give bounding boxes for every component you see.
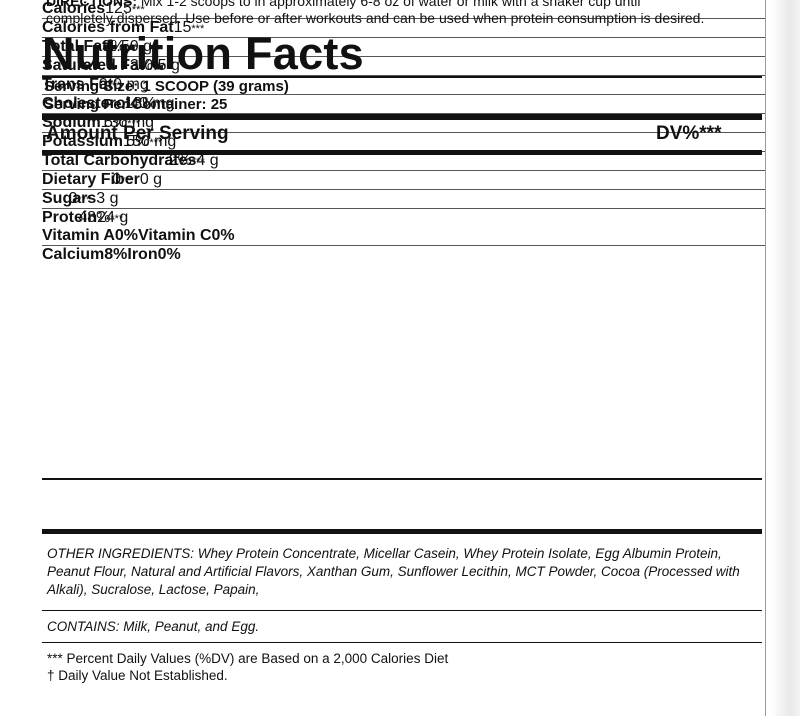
contains: CONTAINS: Milk, Peanut, and Egg. [47, 619, 260, 634]
dv-header: DV%*** [656, 123, 722, 144]
nutrient-row: Potassium150 mg5%*** [42, 132, 765, 151]
title: Nutrition Facts [42, 28, 365, 79]
other-ingredients: OTHER INGREDIENTS: Whey Protein Concentr… [47, 546, 740, 597]
nutrient-mark: *** [125, 42, 138, 54]
nutrient-mark: *** [127, 118, 141, 130]
nutrient-row: Calories125*** [42, 0, 765, 18]
nutrient-mark: *** [77, 194, 91, 206]
nutrient-mark: *** [110, 213, 124, 225]
nutrient-name: Dietary Fiber [42, 171, 140, 188]
nutrient-amount: 24 g [97, 209, 129, 226]
nutrient-row: Trans Fat0 mg 0*** [42, 75, 765, 94]
nutrient-mark: *** [152, 61, 166, 73]
rule [42, 642, 762, 643]
nutrient-name: Potassium [42, 133, 123, 150]
nutrient-mark: *** [149, 137, 163, 149]
amount-header: Amount Per Serving [46, 123, 229, 144]
servings-per-container: Serving Per Container: 25 [44, 96, 228, 113]
nutrient-name: Calories from Fat [42, 19, 174, 36]
nutrient-amount: 15 [173, 19, 192, 36]
nutrient-name: Trans Fat [42, 76, 114, 93]
rule [42, 610, 762, 611]
directions: DIRECTIONS: Mix 1-2 scoops to in approxi… [46, 0, 640, 9]
nutrient-amount: 0.5 g [144, 57, 180, 74]
directions-label: DIRECTIONS: [46, 0, 137, 9]
nutrient-amount: 125 [105, 0, 132, 17]
vitamin-value: 0% [157, 246, 181, 263]
nutrient-dv: 0 [68, 190, 78, 207]
nutrient-dv: 13% [124, 95, 157, 112]
nutrition-label: DIRECTIONS: Mix 1-2 scoops to in approxi… [42, 0, 766, 716]
serving-size: Serving Size: 1 SCOOP (39 grams) [44, 78, 289, 95]
nutrient-row: Dietary Fiber0 g 0*** [42, 170, 765, 189]
rule [42, 114, 762, 120]
directions-text: Mix 1-2 scoops to in approximately 6-8 o… [140, 0, 641, 9]
rows: Calories125*** Calories from Fat15*** Tota… [42, 0, 765, 480]
nutrient-name: Sugars [42, 190, 97, 207]
nutrient-row: Protein24 g48%*** [42, 208, 765, 227]
vitamin-row: Calcium8%Iron0% [42, 245, 765, 264]
nutrient-row: Total Fat1.50 g3%*** [42, 37, 765, 56]
rule [42, 478, 762, 480]
nutrient-amount: 0 g [139, 171, 163, 188]
nutrient-amount: 4 g [196, 152, 219, 169]
nutrient-name: Cholesterol [42, 95, 131, 112]
nutrient-dv: 3% [101, 38, 126, 55]
vitamin-value: 8% [104, 246, 128, 263]
nutrient-mark: *** [131, 4, 145, 16]
vitamin-name: Calcium [42, 246, 105, 263]
nutrient-dv: 0 [112, 171, 121, 188]
footnote: *** Percent Daily Values (%DV) are Based… [47, 651, 449, 666]
nutrient-name: Total Carbohydrates [42, 152, 197, 169]
vitamin-name: Vitamin A [42, 227, 115, 244]
vitamin-value: 0% [114, 227, 139, 244]
rule [42, 150, 762, 155]
nutrient-dv: 2% [168, 152, 192, 169]
directions-text: completely dispersed. Use before or afte… [46, 10, 705, 26]
nutrient-amount: 1.50 g [107, 38, 152, 55]
nutrient-row: Sugars3 g 0*** [42, 189, 765, 208]
vitamin-name: Iron [127, 246, 158, 263]
nutrient-dv: 3% [129, 57, 153, 74]
nutrient-amount: 3 g [96, 190, 119, 207]
nutrient-dv: 0 [98, 76, 108, 93]
nutrient-amount: 150 mg [122, 133, 177, 150]
nutrient-amount: 40 mg [130, 95, 175, 112]
vitamin-row: Vitamin A0%Vitamin C0% [42, 227, 765, 245]
nutrient-mark: *** [191, 156, 205, 168]
nutrient-mark: *** [191, 23, 205, 35]
footnote: † Daily Value Not Established. [47, 668, 228, 683]
nutrient-name: Calories [42, 0, 106, 17]
nutrient-row: Cholesterol40 mg13%*** [42, 94, 765, 113]
nutrient-row: Calories from Fat15*** [42, 18, 765, 37]
nutrient-name: Protein [42, 209, 98, 226]
nutrient-name: Total Fat [42, 38, 108, 55]
rule [42, 76, 762, 78]
nutrient-row: Saturated Fat0.5 g3%*** [42, 56, 765, 75]
nutrient-dv: 48% [78, 209, 111, 226]
nutrient-name: Saturated Fat [42, 57, 145, 74]
vitamin-name: Vitamin C [138, 227, 212, 244]
nutrient-mark: *** [107, 80, 121, 92]
vitamin-value: 0% [211, 227, 235, 244]
nutrient-mark: *** [156, 99, 170, 111]
nutrient-amount: 0 mg [113, 76, 149, 93]
nutrient-dv: 5% [126, 133, 150, 150]
rule [42, 529, 762, 534]
nutrient-mark: *** [120, 175, 134, 187]
